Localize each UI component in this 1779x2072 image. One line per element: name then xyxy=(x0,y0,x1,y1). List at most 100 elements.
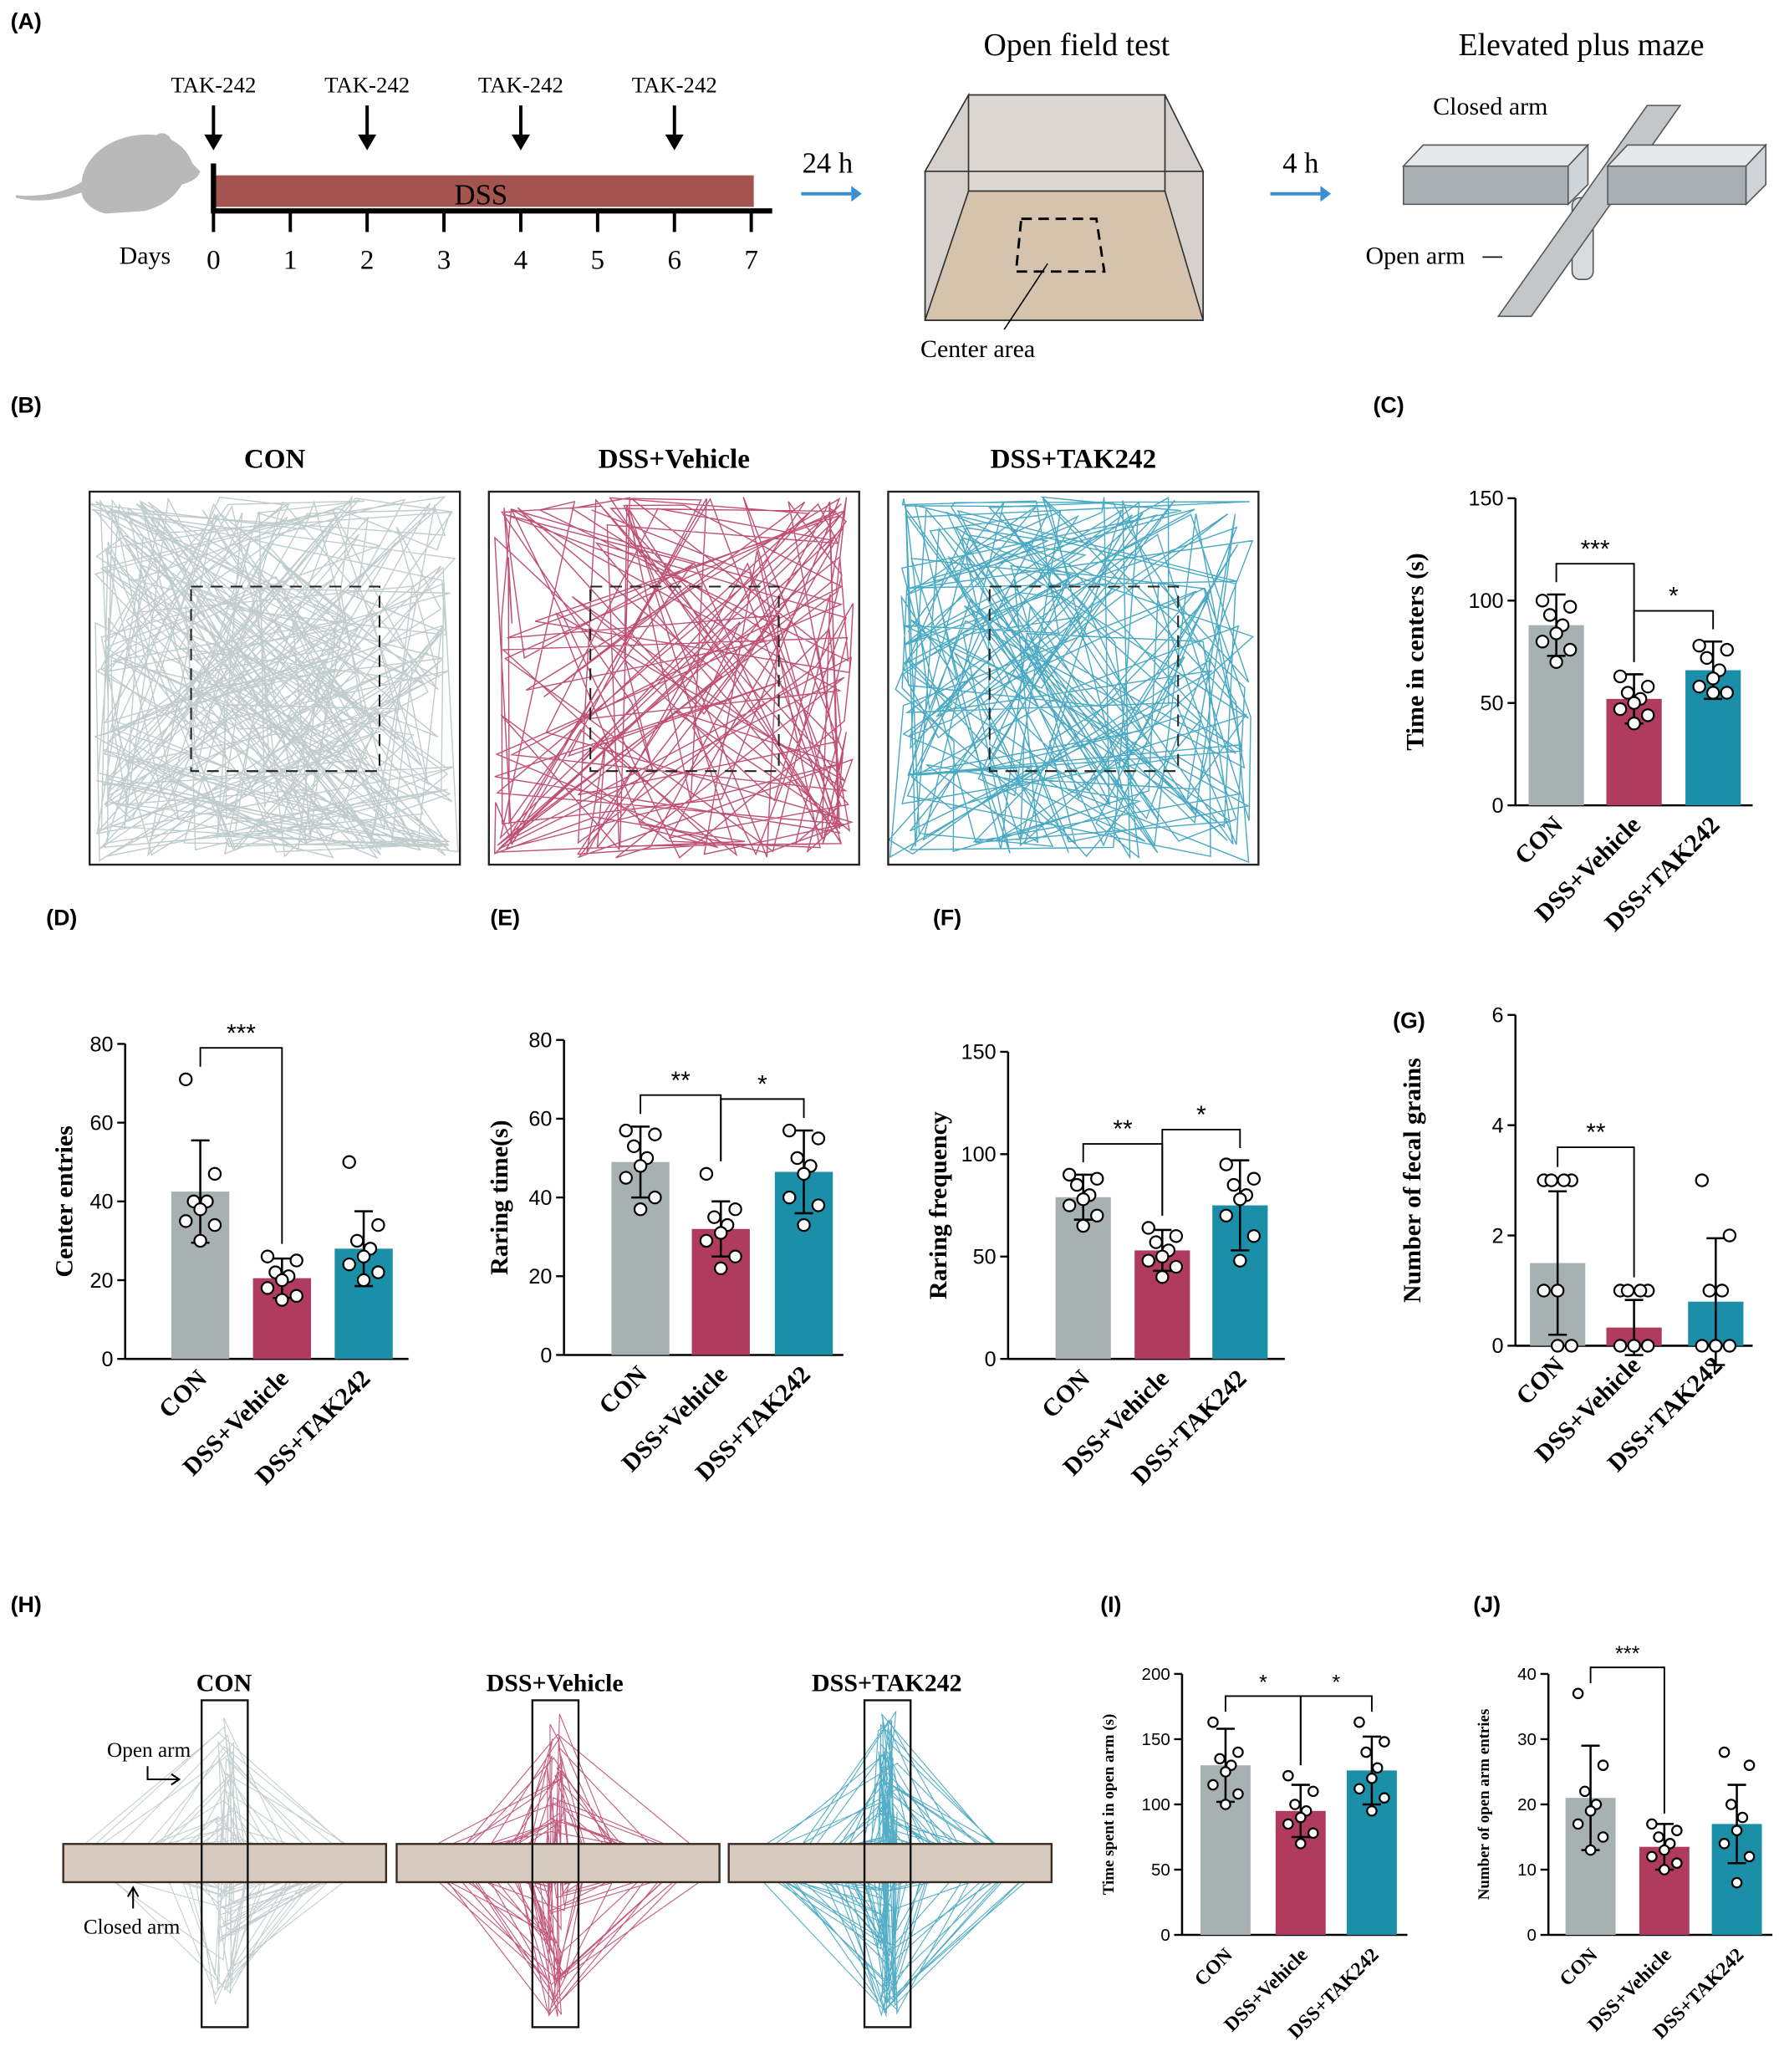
dss-bar xyxy=(216,175,754,207)
data-point xyxy=(342,1155,356,1169)
y-tick-label: 0 xyxy=(1492,794,1504,818)
treatment-arrow-head xyxy=(358,134,377,151)
data-point xyxy=(811,1131,826,1146)
data-point xyxy=(1692,679,1706,694)
data-point xyxy=(349,1233,364,1248)
y-tick-label: 40 xyxy=(528,1187,552,1210)
data-point xyxy=(1169,1259,1184,1274)
arrow-head xyxy=(851,186,862,202)
interval: 4 h xyxy=(1282,148,1318,180)
panel-label: (F) xyxy=(933,906,961,931)
data-point xyxy=(1233,1192,1247,1207)
data-point xyxy=(1562,600,1578,614)
center-label: Center area xyxy=(920,335,1035,363)
group-title: CON xyxy=(244,445,306,475)
open-arm-label: Open arm xyxy=(1366,242,1466,269)
data-point xyxy=(179,1072,193,1087)
data-point xyxy=(1219,1157,1233,1171)
data-point xyxy=(1379,1736,1390,1748)
arena xyxy=(89,490,461,866)
data-point xyxy=(1597,1759,1609,1771)
day-label: 2 xyxy=(360,246,375,276)
data-point xyxy=(728,1249,742,1263)
y-axis-label: Number of open arm entries xyxy=(1476,1709,1493,1901)
y-tick-label: 30 xyxy=(1517,1730,1537,1749)
data-point xyxy=(1353,1783,1365,1795)
center-zone xyxy=(190,585,380,773)
data-point xyxy=(1731,1876,1743,1889)
group-title: CON xyxy=(196,1669,252,1697)
data-point xyxy=(1640,708,1655,722)
y-tick-label: 4 xyxy=(1492,1114,1504,1137)
data-point xyxy=(790,1151,804,1166)
significance-label: *** xyxy=(1581,535,1610,563)
center-zone xyxy=(589,585,780,773)
data-point xyxy=(1307,1827,1319,1840)
interval: 24 h xyxy=(803,148,854,180)
data-point xyxy=(1307,1785,1319,1798)
panel-label: (C) xyxy=(1374,392,1404,417)
data-point xyxy=(1627,717,1641,731)
dss-label: DSS xyxy=(455,179,508,211)
data-point xyxy=(371,1265,385,1279)
y-axis-label: Number of fecal grains xyxy=(1399,1058,1426,1303)
data-point xyxy=(1597,1831,1609,1843)
data-point xyxy=(289,1289,303,1304)
y-tick-label: 80 xyxy=(89,1033,113,1056)
data-point xyxy=(627,1139,641,1154)
data-point xyxy=(1226,1177,1241,1192)
data-point xyxy=(260,1249,275,1263)
open-arm xyxy=(863,1699,912,2029)
treatment-label: TAK-242 xyxy=(632,72,717,97)
data-point xyxy=(1718,1746,1731,1758)
open-arm xyxy=(531,1699,580,2029)
data-point xyxy=(1720,686,1734,700)
data-point xyxy=(633,1159,648,1173)
significance-label: *** xyxy=(1615,1642,1640,1666)
data-point xyxy=(1718,1838,1731,1850)
data-point xyxy=(1549,626,1563,640)
data-point xyxy=(1282,1818,1294,1830)
data-point xyxy=(1220,1766,1231,1778)
y-tick-label: 200 xyxy=(1142,1665,1170,1684)
y-tick-label: 60 xyxy=(528,1108,552,1131)
open-arm-label: Open arm xyxy=(107,1739,191,1762)
data-point xyxy=(1233,1253,1247,1268)
data-point xyxy=(1705,671,1720,686)
panel-label: (G) xyxy=(1393,1008,1425,1033)
test-title: Elevated plus maze xyxy=(1459,28,1705,63)
y-tick-label: 50 xyxy=(973,1246,997,1269)
significance-bracket xyxy=(720,1098,805,1161)
open-arm xyxy=(200,1699,249,2029)
data-point xyxy=(1069,1177,1084,1192)
significance-label: *** xyxy=(227,1019,256,1047)
treatment-arrow-head xyxy=(511,134,530,151)
data-point xyxy=(1214,1753,1226,1765)
data-point xyxy=(1722,1339,1737,1353)
data-point xyxy=(1579,1785,1591,1798)
y-tick-label: 150 xyxy=(1142,1730,1170,1749)
panel-label: (B) xyxy=(11,392,42,417)
y-tick-label: 60 xyxy=(89,1111,113,1135)
y-tick-label: 150 xyxy=(1468,487,1503,511)
data-point xyxy=(275,1293,289,1307)
data-point xyxy=(1725,1799,1737,1810)
data-point xyxy=(1295,1838,1307,1850)
y-tick-label: 80 xyxy=(528,1029,552,1053)
data-point xyxy=(1366,1805,1378,1817)
data-point xyxy=(1646,1850,1658,1863)
panel-label: (J) xyxy=(1473,1592,1501,1617)
data-point xyxy=(1709,1339,1723,1353)
data-point xyxy=(1207,1716,1219,1728)
treatment-label: TAK-242 xyxy=(171,72,256,97)
plus-maze-drawing xyxy=(1401,105,1768,318)
treatment-label: TAK-242 xyxy=(324,72,410,97)
data-point xyxy=(648,1190,662,1205)
data-point xyxy=(728,1202,742,1217)
data-point xyxy=(797,1217,811,1232)
x-tick-label: CON xyxy=(1511,1351,1570,1411)
data-point xyxy=(1246,1171,1262,1186)
error-bar xyxy=(1291,1784,1310,1839)
data-point xyxy=(707,1210,721,1224)
test-title: Open field test xyxy=(983,28,1170,63)
